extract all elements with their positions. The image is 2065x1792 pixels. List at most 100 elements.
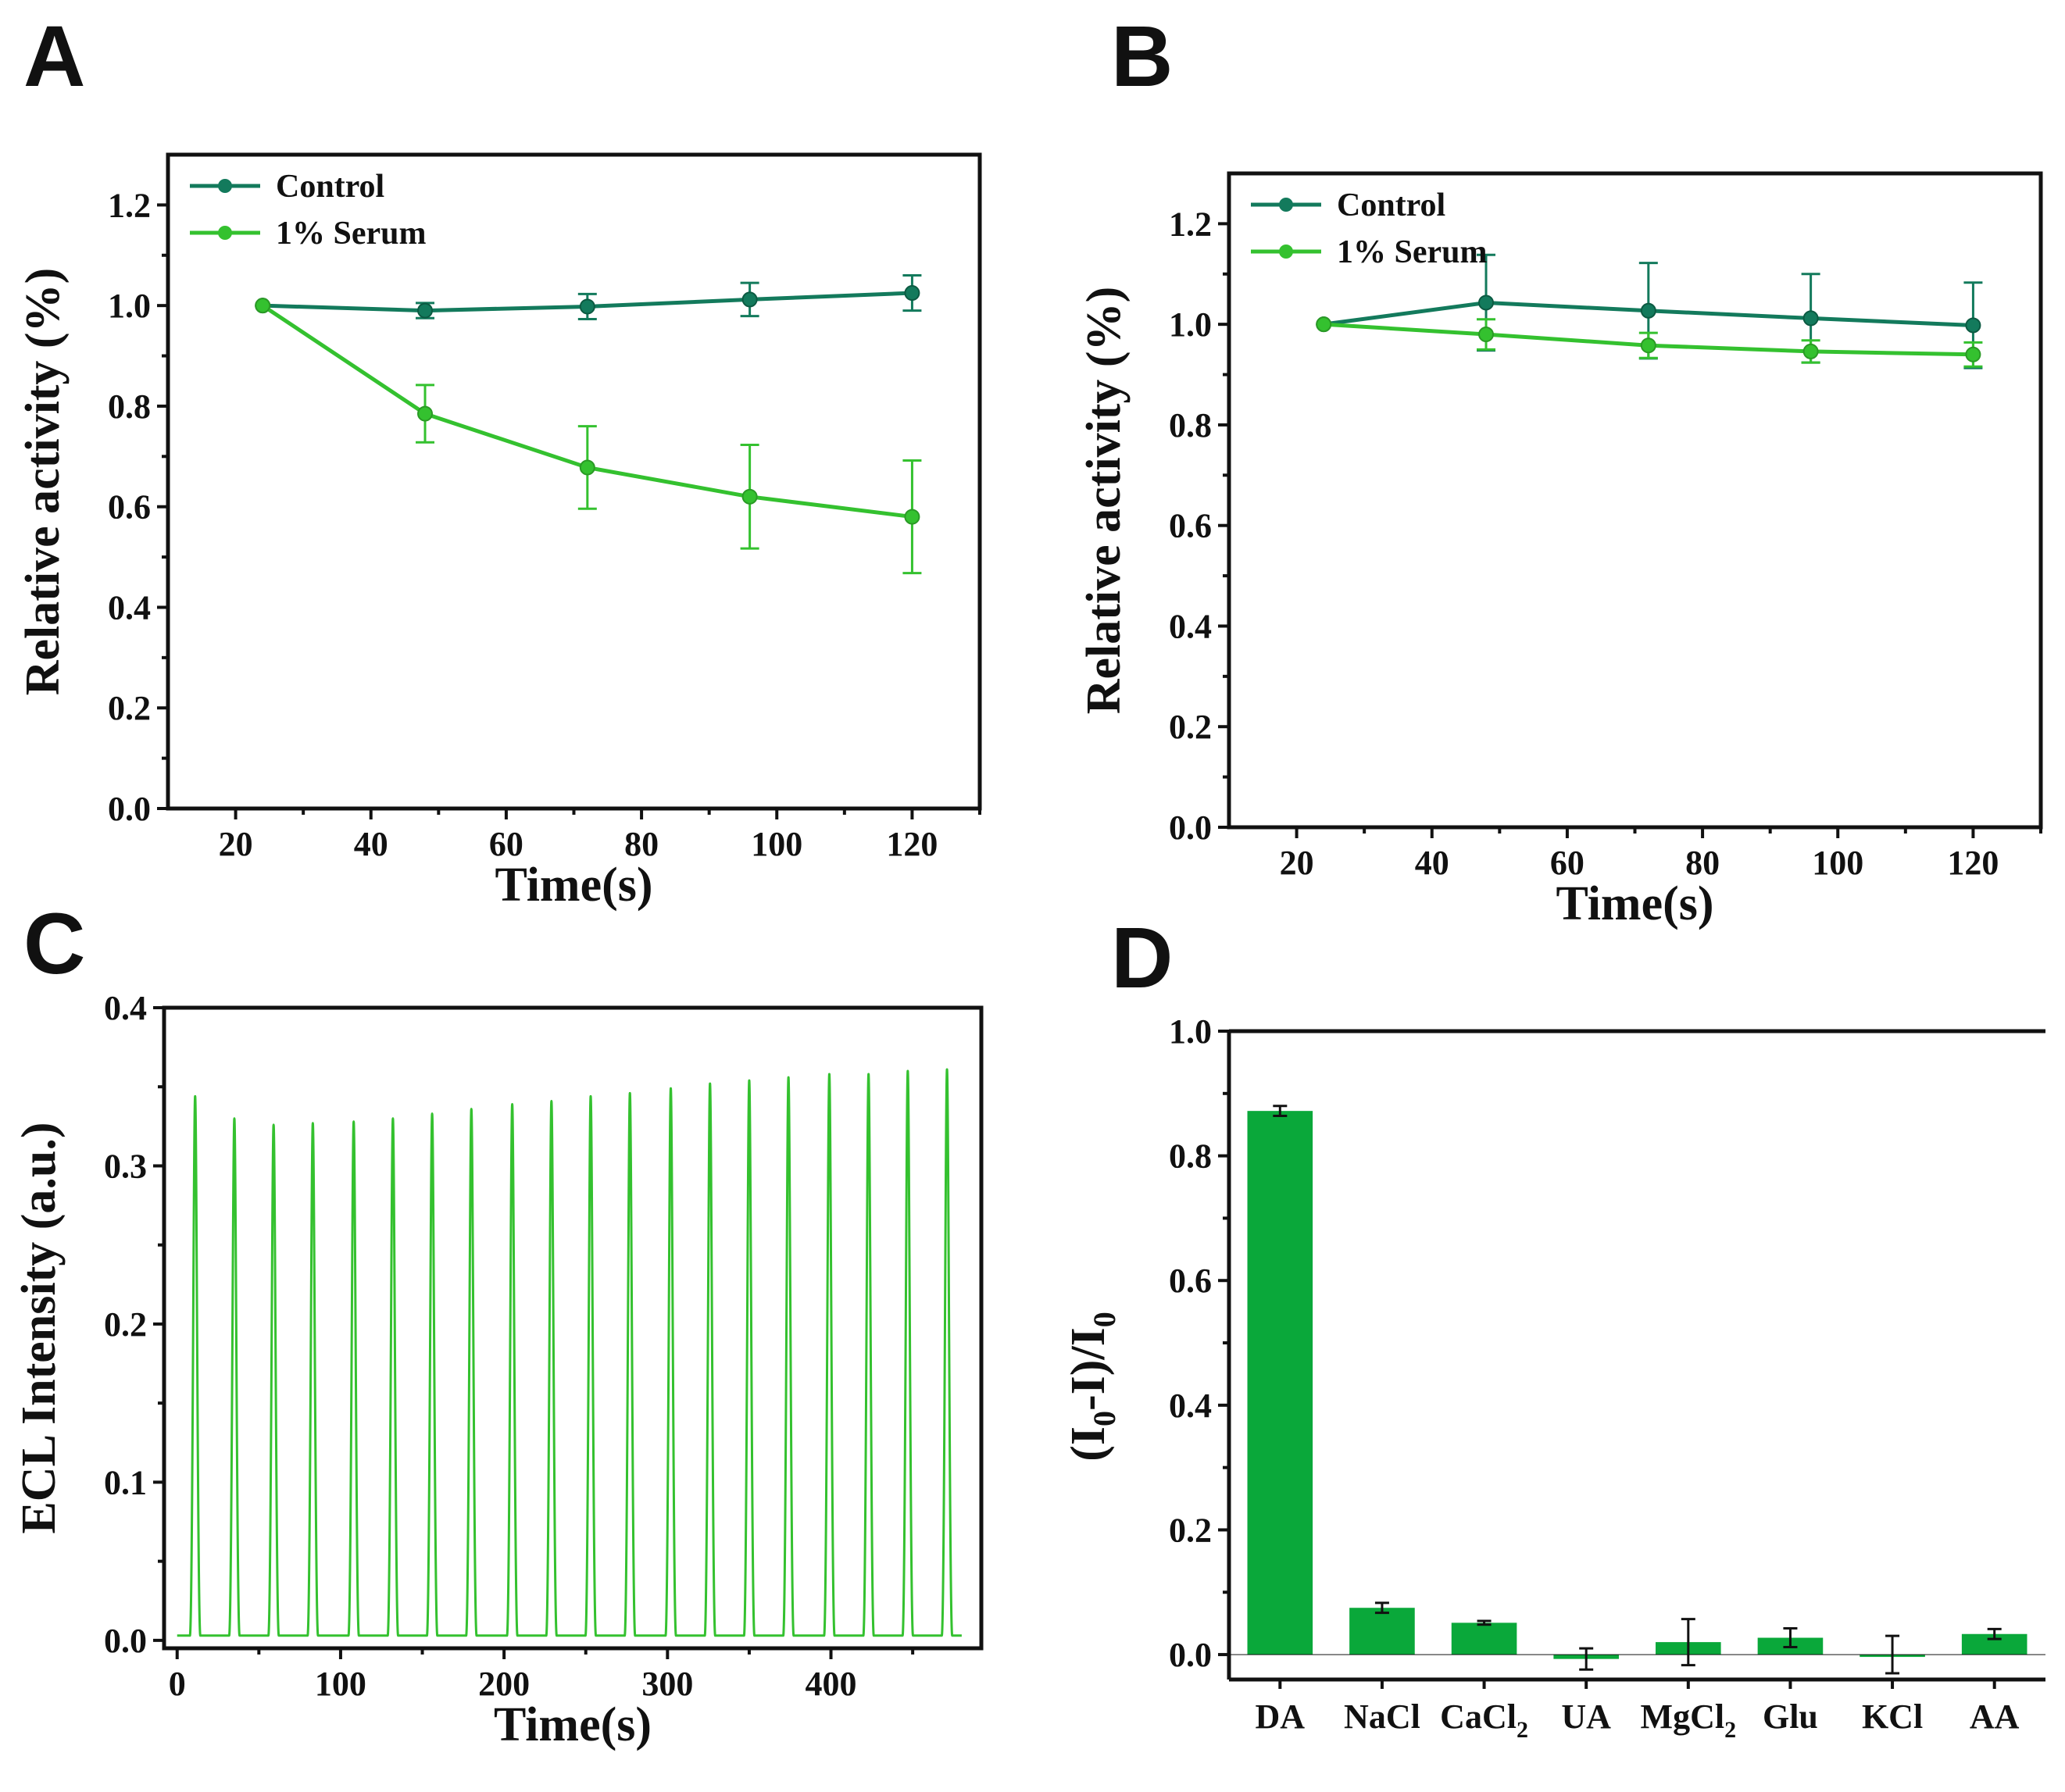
b-x-tick-label: 20 — [1280, 844, 1314, 882]
a-data-point — [904, 509, 920, 525]
a-x-tick-label: 40 — [354, 825, 388, 863]
b-legend-label-serum: 1% Serum — [1337, 234, 1488, 270]
b-data-point — [1478, 327, 1495, 343]
a-y-tick-label: 0.0 — [108, 790, 151, 828]
b-x-tick-label: 120 — [1947, 844, 1999, 882]
b-y-tick-label: 0.4 — [1169, 607, 1212, 645]
a-legend-marker — [218, 226, 232, 240]
d-category-label-nacl: NaCl — [1344, 1697, 1420, 1736]
panel-c-ecl-intensity-chart: 0.0 0.1 0.2 0.3 0.4 0 100 200 300 400 Time(s) ECL I… — [13, 989, 984, 1751]
a-series-serum — [255, 298, 922, 575]
d-category-label-ua: UA — [1561, 1697, 1611, 1736]
a-x-tick-label: 100 — [751, 825, 802, 863]
panel-letter-b: B — [1111, 9, 1173, 105]
b-y-tick-label: 1.0 — [1169, 305, 1212, 344]
c-y-tick-label: 0.0 — [104, 1622, 147, 1660]
d-y-tick-label: 0.2 — [1169, 1511, 1212, 1549]
b-legend-marker — [1279, 198, 1293, 212]
panel-letter-a: A — [23, 9, 85, 105]
c-x-tick-label: 100 — [315, 1665, 366, 1703]
a-y-tick-label: 0.8 — [108, 387, 151, 426]
a-x-tick-label: 80 — [624, 825, 659, 863]
a-data-point — [417, 405, 434, 422]
d-y-tick-label: 0.8 — [1169, 1137, 1212, 1176]
d-category-label-aa: AA — [1970, 1697, 2020, 1736]
c-plot-frame — [162, 1005, 984, 1651]
a-x-axis-label: Time(s) — [495, 859, 652, 912]
d-y-tick-label: 0.4 — [1169, 1387, 1212, 1425]
d-y-tick-label: 0.6 — [1169, 1262, 1212, 1300]
panel-a-relative-activity-chart: 0.0 0.2 0.4 0.6 0.8 1.0 1.2 20 40 60 80 100 120 Time(… — [16, 152, 982, 912]
b-y-tick-label: 1.2 — [1169, 205, 1212, 243]
c-x-tick-label: 0 — [169, 1665, 186, 1703]
d-bar-nacl — [1349, 1608, 1415, 1655]
a-x-tick-label: 60 — [489, 825, 523, 863]
c-x-tick-label: 200 — [478, 1665, 530, 1703]
a-y-tick-label: 1.0 — [108, 287, 151, 325]
a-y-tick-label: 0.2 — [108, 689, 151, 727]
a-y-axis-label: Relative activity (%) — [16, 268, 70, 695]
a-legend-label-control: Control — [276, 169, 384, 205]
b-x-axis-label: Time(s) — [1556, 877, 1713, 930]
c-y-axis-label: ECL Intensity (a.u.) — [13, 1122, 66, 1533]
a-series-control — [255, 274, 922, 321]
a-y-tick-label: 0.4 — [108, 588, 151, 626]
panel-b-relative-activity-chart: 0.0 0.2 0.4 0.6 0.8 1.0 1.2 20 40 60 80 100 120 Time(… — [1077, 171, 2043, 930]
b-data-point — [1478, 295, 1495, 311]
a-data-point — [579, 459, 595, 476]
a-y-tick-label: 1.2 — [108, 186, 151, 224]
d-category-label-kcl: KCl — [1862, 1697, 1923, 1736]
b-y-tick-label: 0.0 — [1169, 809, 1212, 847]
c-y-tick-label: 0.3 — [104, 1147, 147, 1185]
b-x-tick-label: 80 — [1685, 844, 1720, 882]
c-x-tick-label: 300 — [641, 1665, 693, 1703]
d-category-label-glu: Glu — [1763, 1697, 1818, 1736]
b-y-tick-label: 0.8 — [1169, 406, 1212, 444]
b-y-axis-label: Relative activity (%) — [1077, 287, 1131, 714]
b-x-tick-label: 40 — [1415, 844, 1449, 882]
c-y-tick-label: 0.1 — [104, 1463, 147, 1501]
c-y-tick-label: 0.2 — [104, 1305, 147, 1344]
b-x-tick-label: 100 — [1812, 844, 1863, 882]
b-data-point — [1965, 346, 1981, 362]
d-category-label-cacl: CaCl2 — [1440, 1697, 1528, 1743]
c-ecl-trace — [177, 1068, 962, 1637]
d-category-label-mgcl: MgCl2 — [1641, 1697, 1737, 1743]
panel-d-selectivity-bar-chart: 0.0 0.2 0.4 0.6 0.8 1.0 (I0-I)/I0 DA NaCl CaCl2 UA… — [1062, 1012, 2045, 1743]
a-legend-label-serum: 1% Serum — [276, 216, 427, 252]
b-data-point — [1965, 317, 1981, 334]
c-x-axis-label: Time(s) — [494, 1698, 652, 1751]
b-data-point — [1640, 337, 1656, 354]
a-data-point — [417, 302, 434, 319]
b-data-point — [1802, 310, 1819, 327]
a-plot-frame — [166, 152, 982, 811]
c-x-tick-label: 400 — [806, 1665, 857, 1703]
b-data-point — [1316, 316, 1332, 333]
b-legend-marker — [1279, 245, 1293, 259]
a-data-point — [579, 298, 595, 315]
d-category-label-da: DA — [1256, 1697, 1306, 1736]
d-y-axis-label: (I0-I)/I0 — [1062, 1312, 1122, 1462]
a-legend-marker — [218, 179, 232, 193]
b-x-tick-label: 60 — [1550, 844, 1584, 882]
a-data-point — [741, 488, 758, 505]
b-data-point — [1802, 343, 1819, 359]
a-x-tick-label: 20 — [219, 825, 253, 863]
d-bar-da — [1247, 1111, 1313, 1655]
b-y-tick-label: 0.2 — [1169, 708, 1212, 746]
d-y-tick-label: 0.0 — [1169, 1636, 1212, 1674]
a-data-point — [741, 291, 758, 308]
b-data-point — [1640, 302, 1656, 319]
b-legend-label-control: Control — [1337, 187, 1445, 223]
a-data-point — [255, 298, 271, 314]
panel-letter-d: D — [1111, 910, 1173, 1006]
panel-letter-c: C — [23, 896, 85, 992]
a-x-tick-label: 120 — [886, 825, 938, 863]
c-y-tick-label: 0.4 — [104, 989, 147, 1027]
b-y-tick-label: 0.6 — [1169, 507, 1212, 545]
d-y-tick-label: 1.0 — [1169, 1012, 1212, 1051]
a-y-tick-label: 0.6 — [108, 488, 151, 527]
b-series-serum — [1316, 316, 1983, 368]
a-data-point — [904, 285, 920, 302]
